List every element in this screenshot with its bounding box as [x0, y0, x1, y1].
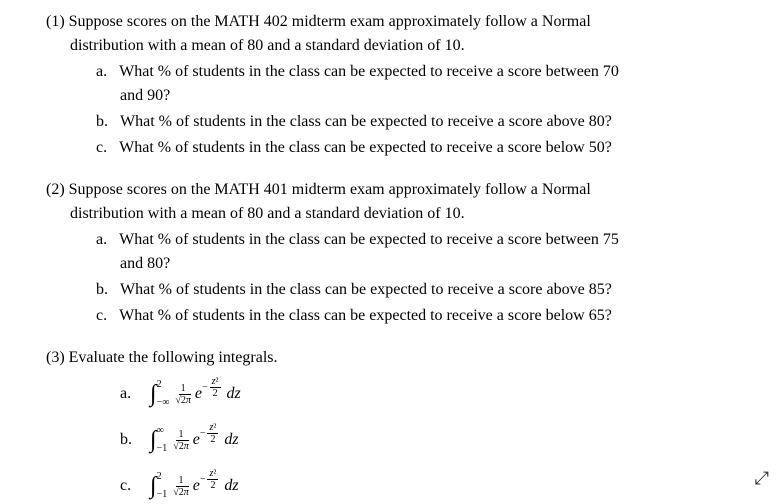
q1-a-label: a. [96, 63, 107, 80]
q3-b: b. ∫ ∞ −1 1 2π e −z²2 dz [120, 422, 757, 458]
frac-num: 1 [179, 383, 188, 395]
q1-b-label: b. [96, 113, 108, 130]
q1-stem: (1) Suppose scores on the MATH 402 midte… [20, 10, 757, 58]
frac-den: 2π [173, 395, 193, 406]
q3-a-lower: −∞ [157, 398, 170, 408]
q3-stem: (3) Evaluate the following integrals. [20, 346, 757, 370]
q3-b-coeff: 1 2π [171, 429, 191, 452]
q3-integral-list: a. ∫ 2 −∞ 1 2π e −z²2 dz b. [20, 376, 757, 504]
exp-sup: −z²2 [200, 422, 221, 445]
integral-sign-icon: ∫ [150, 422, 157, 458]
exp-sup: −z²2 [202, 376, 223, 399]
question-3: (3) Evaluate the following integrals. a.… [20, 346, 757, 504]
q1-b: b. What % of students in the class can b… [120, 110, 757, 134]
q1-a: a. What % of students in the class can b… [120, 60, 757, 108]
q2-b: b. What % of students in the class can b… [120, 278, 757, 302]
q1-a-line1: What % of students in the class can be e… [119, 63, 619, 80]
frac-den: 2π [171, 441, 191, 452]
q3-a-math: ∫ 2 −∞ 1 2π e −z²2 dz [150, 376, 241, 412]
q2-number: (2) [46, 181, 65, 198]
q2-b-label: b. [96, 281, 108, 298]
q1-c-label: c. [96, 139, 107, 156]
q3-c-upper: 2 [157, 472, 168, 482]
q3-b-lower: −1 [157, 444, 168, 454]
q3-c-lower: −1 [157, 490, 168, 500]
expand-icon[interactable]: ⤢ [755, 465, 769, 492]
integral-sign-icon: ∫ [150, 468, 157, 504]
q2-a: a. What % of students in the class can b… [120, 228, 757, 276]
q1-c: c. What % of students in the class can b… [120, 136, 757, 160]
q3-b-upper: ∞ [157, 426, 168, 436]
q3-a-dz: dz [227, 382, 241, 406]
exp-base: e [195, 382, 202, 406]
q3-b-dz: dz [224, 428, 238, 452]
q2-a-line1: What % of students in the class can be e… [119, 231, 619, 248]
q3-c-exp: e −z²2 [193, 474, 221, 498]
question-1: (1) Suppose scores on the MATH 402 midte… [20, 10, 757, 160]
q3-number: (3) [46, 349, 65, 366]
q2-stem-line2: distribution with a mean of 80 and a sta… [70, 202, 465, 226]
q3-c-math: ∫ 2 −1 1 2π e −z²2 dz [150, 468, 239, 504]
q3-a-label: a. [120, 382, 140, 406]
q3-a-coeff: 1 2π [173, 383, 193, 406]
q3-c-coeff: 1 2π [171, 475, 191, 498]
q1-b-text: What % of students in the class can be e… [120, 113, 612, 130]
exp-sup: −z²2 [200, 468, 221, 491]
q1-sublist: a. What % of students in the class can b… [20, 60, 757, 160]
frac-num: 1 [176, 475, 185, 487]
q3-a-bounds: 2 −∞ [157, 384, 170, 404]
q1-number: (1) [46, 13, 65, 30]
q3-a-exp: e −z²2 [195, 382, 223, 406]
q3-stem-text: Evaluate the following integrals. [69, 349, 278, 366]
question-2: (2) Suppose scores on the MATH 401 midte… [20, 178, 757, 328]
q2-a-line2: and 80? [120, 252, 757, 276]
q1-c-text: What % of students in the class can be e… [119, 139, 612, 156]
q2-c-text: What % of students in the class can be e… [119, 307, 612, 324]
q3-b-exp: e −z²2 [193, 428, 221, 452]
q3-b-label: b. [120, 428, 140, 452]
q1-stem-line2: distribution with a mean of 80 and a sta… [70, 34, 465, 58]
q2-c-label: c. [96, 307, 107, 324]
q3-a-upper: 2 [157, 380, 170, 390]
q2-stem: (2) Suppose scores on the MATH 401 midte… [20, 178, 757, 226]
exp-base: e [193, 474, 200, 498]
q3-b-math: ∫ ∞ −1 1 2π e −z²2 dz [150, 422, 239, 458]
frac-den: 2π [171, 487, 191, 498]
q2-a-label: a. [96, 231, 107, 248]
q3-c-dz: dz [224, 474, 238, 498]
q3-a: a. ∫ 2 −∞ 1 2π e −z²2 dz [120, 376, 757, 412]
q2-stem-line1: Suppose scores on the MATH 401 midterm e… [69, 181, 591, 198]
q1-a-line2: and 90? [120, 84, 757, 108]
q3-c-bounds: 2 −1 [157, 476, 168, 496]
q2-c: c. What % of students in the class can b… [120, 304, 757, 328]
q2-sublist: a. What % of students in the class can b… [20, 228, 757, 328]
q3-c-label: c. [120, 474, 140, 498]
q1-stem-line1: Suppose scores on the MATH 402 midterm e… [69, 13, 591, 30]
exp-base: e [193, 428, 200, 452]
frac-num: 1 [176, 429, 185, 441]
q3-b-bounds: ∞ −1 [157, 430, 168, 450]
q3-c: c. ∫ 2 −1 1 2π e −z²2 dz [120, 468, 757, 504]
integral-sign-icon: ∫ [150, 376, 157, 412]
q2-b-text: What % of students in the class can be e… [120, 281, 612, 298]
